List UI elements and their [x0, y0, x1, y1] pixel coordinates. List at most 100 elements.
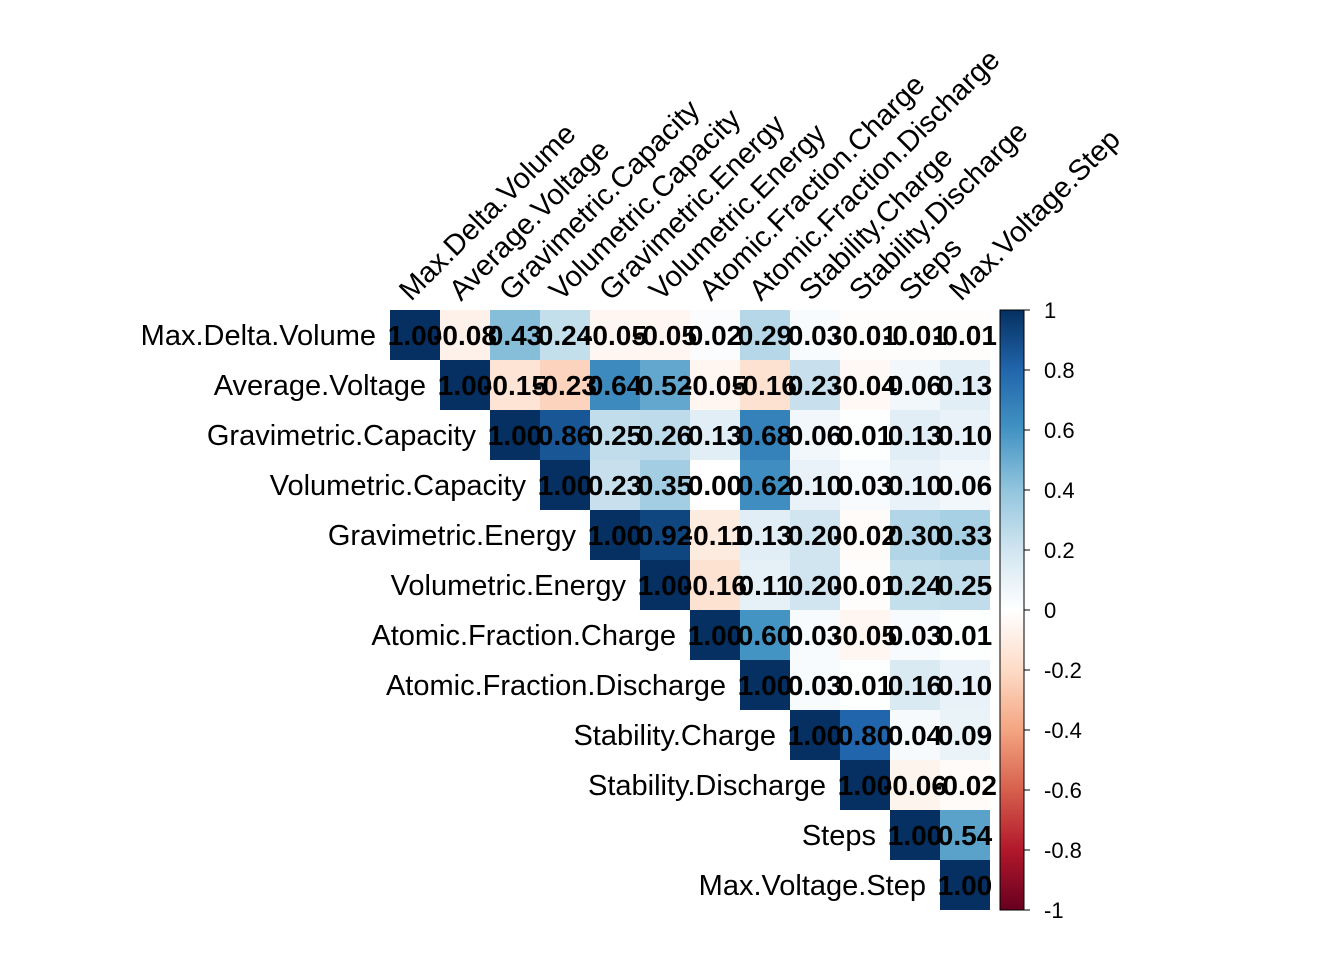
cell-value-label: 0.25 [938, 570, 993, 601]
heatmap-cell [790, 460, 840, 510]
color-scale-tick-label: -1 [1044, 898, 1064, 923]
heatmap-cell [790, 310, 840, 360]
heatmap-cell [790, 610, 840, 660]
heatmap-cell [640, 560, 690, 610]
cell-value-label: 0.03 [788, 670, 843, 701]
heatmap-cell [890, 310, 940, 360]
heatmap-cell [840, 560, 890, 610]
cell-value-label: 0.16 [888, 670, 943, 701]
heatmap-cell [940, 560, 990, 610]
cell-value-label: 0.04 [888, 720, 943, 751]
cell-value-label: 0.03 [788, 320, 843, 351]
row-label-average-voltage: Average.Voltage [214, 370, 426, 402]
heatmap-cell [890, 510, 940, 560]
cell-value-label: 1.00 [588, 520, 643, 551]
cell-value-label: 1.00 [688, 620, 743, 651]
column-labels: Max.Delta.VolumeAverage.VoltageGravimetr… [393, 44, 1126, 307]
cell-value-label: 1.00 [438, 370, 493, 401]
cell-value-label: 0.23 [788, 370, 843, 401]
cell-value-label: 0.10 [938, 670, 993, 701]
cell-value-label: 0.64 [588, 370, 643, 401]
cell-value-label: 0.03 [788, 620, 843, 651]
cell-value-label: -0.05 [833, 620, 897, 651]
heatmap-cell [790, 360, 840, 410]
heatmap-cell [740, 610, 790, 660]
heatmap-cell [490, 360, 540, 410]
heatmap-cell [640, 460, 690, 510]
cell-value-label: 0.13 [888, 420, 943, 451]
cell-value-label: -0.05 [583, 320, 647, 351]
heatmap-cell [640, 360, 690, 410]
color-scale-ticks: 1 0.8 0.6 0.4 0.2 0 -0.2 -0.4 -0.6 -0.8 -1 [1024, 298, 1082, 923]
cell-value-label: 0.25 [588, 420, 643, 451]
heatmap-cell [440, 360, 490, 410]
heatmap-cell [840, 510, 890, 560]
heatmap-cell [840, 660, 890, 710]
heatmap-cell [840, 460, 890, 510]
cell-value-label: 0.06 [888, 370, 943, 401]
color-scale-tick-label: 0 [1044, 598, 1056, 623]
heatmap-cell [840, 710, 890, 760]
cell-value-label: 0.24 [888, 570, 943, 601]
heatmap-cell [940, 310, 990, 360]
heatmap-cell [740, 460, 790, 510]
cell-value-label: 0.30 [888, 520, 943, 551]
cell-value-label: 0.33 [938, 520, 993, 551]
heatmap-cell [690, 360, 740, 410]
color-scale-tick-label: -0.4 [1044, 718, 1082, 743]
cell-value-label: -0.01 [833, 320, 897, 351]
cell-value-label: 0.01 [938, 620, 993, 651]
heatmap-cell [690, 560, 740, 610]
heatmap-cell [590, 460, 640, 510]
cell-value-label: 0.23 [588, 470, 643, 501]
heatmap-cell [890, 460, 940, 510]
heatmap-cell [790, 710, 840, 760]
heatmap-cell [840, 310, 890, 360]
heatmap-cell [690, 310, 740, 360]
row-label-stability-charge: Stability.Charge [573, 720, 776, 752]
cell-value-label: -0.06 [883, 770, 947, 801]
cell-value-label: 0.10 [938, 420, 993, 451]
row-label-volumetric-capacity: Volumetric.Capacity [270, 470, 527, 502]
heatmap-cell [590, 510, 640, 560]
cell-value-label: 0.60 [738, 620, 793, 651]
heatmap-cell [740, 660, 790, 710]
heatmap-cell [790, 660, 840, 710]
cell-value-label: 0.54 [938, 820, 993, 851]
heatmap-cell [890, 760, 940, 810]
cell-value-label: 0.35 [638, 470, 693, 501]
cell-value-label: -0.15 [483, 370, 547, 401]
heatmap-cell [940, 660, 990, 710]
color-scale-tick-label: -0.2 [1044, 658, 1082, 683]
color-scale-tick-label: 1 [1044, 298, 1056, 323]
cell-value-label: 1.00 [938, 870, 993, 901]
cell-value-label: 1.00 [888, 820, 943, 851]
heatmap-cells [390, 310, 990, 910]
heatmap-cell [540, 460, 590, 510]
cell-value-label: -0.11 [684, 520, 746, 551]
cell-value-label: 0.52 [638, 370, 693, 401]
heatmap-cell [440, 310, 490, 360]
cell-value-label: -0.02 [933, 770, 997, 801]
cell-value-label: -0.05 [683, 370, 747, 401]
cell-value-label: 0.11 [739, 570, 792, 601]
heatmap-cell [690, 410, 740, 460]
cell-value-label: -0.04 [833, 370, 897, 401]
heatmap-cell [640, 310, 690, 360]
color-scale-tick-label: 0.4 [1044, 478, 1075, 503]
row-label-atomic-fraction-discharge: Atomic.Fraction.Discharge [386, 670, 726, 702]
heatmap-cell [940, 460, 990, 510]
cell-value-label: 1.00 [738, 670, 793, 701]
row-label-stability-discharge: Stability.Discharge [588, 770, 826, 802]
heatmap-cell [940, 410, 990, 460]
cell-value-label: 0.06 [938, 470, 993, 501]
cell-value-label: 0.20 [788, 520, 843, 551]
cell-value-label: 0.13 [738, 520, 793, 551]
cell-value-label: 0.62 [738, 470, 793, 501]
cell-value-label: 0.00 [688, 470, 743, 501]
heatmap-cell [740, 510, 790, 560]
heatmap-cell [940, 710, 990, 760]
row-label-steps: Steps [802, 820, 876, 852]
heatmap-cell [840, 360, 890, 410]
